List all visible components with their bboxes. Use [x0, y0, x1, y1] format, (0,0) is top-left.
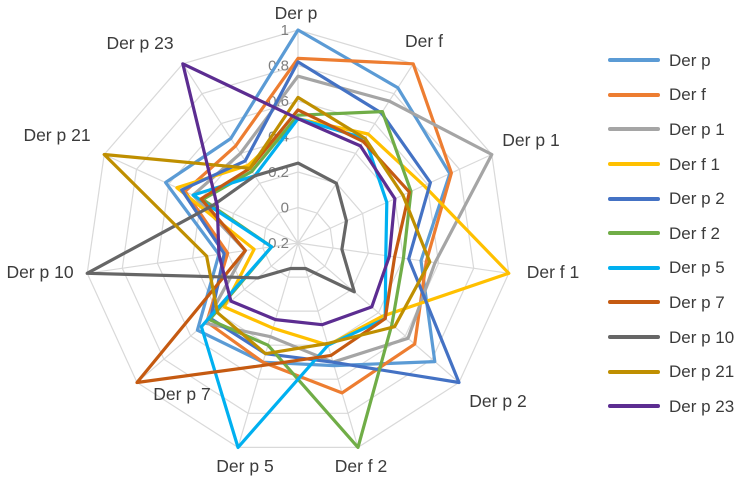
grid-ring [262, 206, 334, 278]
category-label-der-f-2: Der f 2 [335, 456, 388, 476]
legend-label: Der p 5 [669, 258, 725, 278]
legend-swatch [608, 231, 660, 236]
legend-label: Der p 1 [669, 119, 725, 139]
legend-item-der-p-10: Der p 10 [608, 320, 734, 355]
legend-swatch [608, 127, 660, 132]
legend-label: Der p 7 [669, 292, 725, 312]
legend-swatch [608, 404, 660, 409]
category-label-der-p-2: Der p 2 [469, 391, 526, 411]
legend-item-der-f: Der f [608, 78, 734, 113]
category-label-der-p-7: Der p 7 [153, 384, 210, 404]
legend-label: Der f 1 [669, 154, 721, 174]
legend-swatch [608, 58, 660, 63]
legend-swatch [608, 92, 660, 97]
legend-label: Der f [669, 85, 706, 105]
category-label-der-f-1: Der f 1 [527, 262, 580, 282]
category-label-der-p-5: Der p 5 [216, 456, 273, 476]
legend-item-der-p-2: Der p 2 [608, 181, 734, 216]
series-der-p-21 [102, 95, 432, 356]
legend-item-der-p-5: Der p 5 [608, 251, 734, 286]
legend-item-der-f-1: Der f 1 [608, 147, 734, 182]
series-der-p [164, 28, 452, 368]
legend-swatch [608, 335, 660, 340]
radial-tick-label: 0 [281, 200, 289, 217]
legend-label: Der p [669, 50, 711, 70]
legend-item-der-f-2: Der f 2 [608, 216, 734, 251]
legend-item-der-p: Der p [608, 43, 734, 78]
legend-label: Der p 21 [669, 362, 735, 382]
legend-label: Der p 10 [669, 327, 735, 347]
legend-item-der-p-7: Der p 7 [608, 285, 734, 320]
legend-item-der-p-23: Der p 23 [608, 389, 734, 424]
series-der-p-5 [191, 117, 389, 449]
series-der-p-7 [135, 108, 411, 385]
legend-item-der-p-1: Der p 1 [608, 112, 734, 147]
legend-label: Der p 23 [669, 396, 735, 416]
series-der-f-1 [175, 117, 511, 347]
category-label-der-p-1: Der p 1 [502, 130, 559, 150]
series-der-p-23 [181, 62, 397, 327]
category-label-der-p-23: Der p 23 [106, 33, 173, 53]
legend-item-der-p-21: Der p 21 [608, 354, 734, 389]
legend-label: Der f 2 [669, 223, 721, 243]
grid-ring [86, 29, 510, 448]
category-label-der-f: Der f [405, 31, 443, 51]
legend-swatch [608, 300, 660, 305]
legend: Der p Der f Der p 1 Der f 1 Der p 2 Der f 2 De… [608, 43, 734, 424]
axis-spoke [297, 63, 414, 244]
grid-ring [227, 171, 369, 312]
legend-swatch [608, 369, 660, 374]
category-label-der-p: Der p [275, 3, 318, 23]
legend-label: Der p 2 [669, 189, 725, 209]
series-der-p-1 [191, 74, 494, 364]
axis-spoke [87, 242, 299, 274]
series-der-p-2 [180, 60, 461, 385]
series-der-f-2 [201, 109, 413, 449]
grid-ring [121, 64, 475, 414]
category-label-der-p-21: Der p 21 [23, 125, 90, 145]
radial-tick-label: 1 [281, 22, 289, 39]
axis-spoke [297, 242, 460, 383]
legend-swatch [608, 162, 660, 167]
legend-swatch [608, 265, 660, 270]
legend-swatch [608, 196, 660, 201]
category-label-der-p-10: Der p 10 [6, 262, 73, 282]
series-der-p-10 [85, 161, 356, 294]
